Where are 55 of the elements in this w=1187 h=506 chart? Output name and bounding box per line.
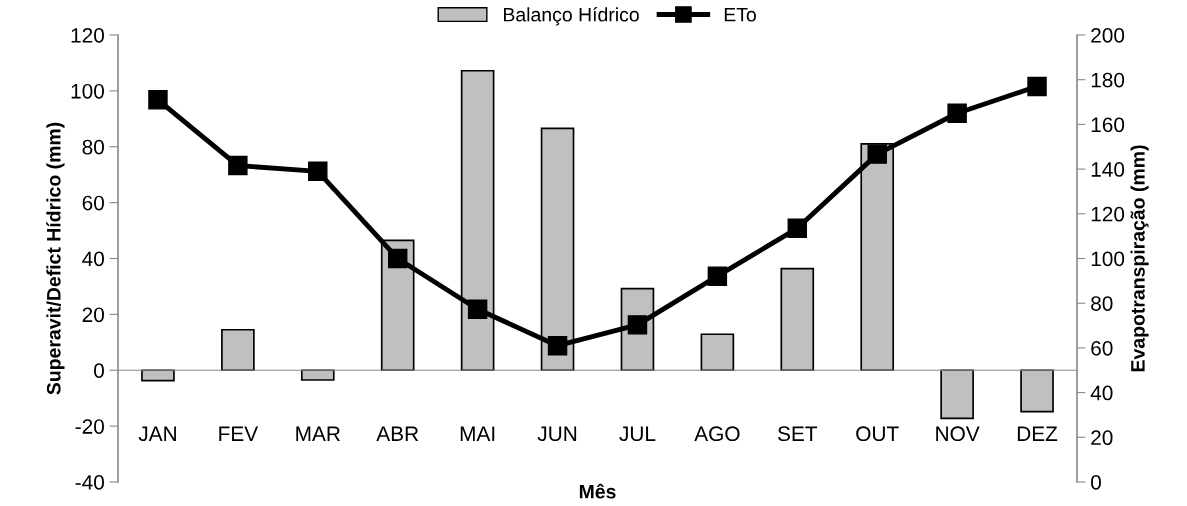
- point: [148, 90, 168, 110]
- point: [1027, 76, 1047, 97]
- y2-tick-label: 40: [1090, 385, 1113, 401]
- x-tick-label: OUT: [856, 426, 899, 442]
- y-tick-label: 0: [94, 363, 104, 378]
- y2-tick-label: 60: [1091, 340, 1113, 356]
- y2-tick-label: 100: [1091, 251, 1125, 267]
- y-tick-label: 60: [82, 195, 104, 211]
- point: [228, 155, 248, 176]
- point: [547, 335, 568, 356]
- x-tick-label: JAN: [138, 426, 176, 442]
- y2-tick-label: 200: [1091, 28, 1125, 43]
- x-tick-label: SET: [777, 426, 818, 442]
- x-tick-label: AGO: [694, 426, 740, 442]
- y-tick-label: 100: [71, 83, 104, 99]
- y2-tick-label: 160: [1091, 117, 1125, 133]
- y2-tick-label: 180: [1091, 72, 1125, 88]
- x-axis-title: Mês: [579, 483, 616, 499]
- legend-label: ETo: [724, 7, 756, 22]
- y2-tick-label: 0: [1091, 475, 1101, 490]
- y2-tick-label: 140: [1091, 162, 1125, 177]
- x-tick-label: JUN: [537, 426, 577, 442]
- y-tick-label: 120: [71, 28, 104, 43]
- x-tick-label: MAI: [460, 426, 495, 441]
- y-tick-label: -40: [75, 475, 104, 490]
- legend-label: Balanço Hídrico: [504, 7, 639, 26]
- bar: [940, 369, 974, 420]
- bar: [1020, 369, 1054, 413]
- y-tick-label: -20: [75, 419, 104, 434]
- point: [867, 144, 887, 164]
- bar: [700, 333, 735, 372]
- x-tick-label: ABR: [376, 426, 419, 441]
- point: [308, 161, 328, 182]
- y-tick-label: 40: [82, 251, 104, 267]
- x-tick-label: MAR: [296, 426, 340, 441]
- y2-tick-label: 120: [1091, 206, 1125, 222]
- y-tick-label: 80: [82, 139, 104, 155]
- point: [947, 103, 967, 123]
- y2-tick-label: 80: [1091, 296, 1113, 311]
- y-axis-title: Superavit/Defict Hídrico (mm): [46, 122, 65, 395]
- x-tick-label: FEV: [219, 426, 259, 441]
- bar: [221, 328, 255, 372]
- y2-axis-title: Evapotranspiração (mm): [1130, 145, 1149, 372]
- x-tick-label: JUL: [619, 426, 656, 442]
- bar: [780, 267, 815, 372]
- point: [787, 218, 808, 239]
- point: [707, 266, 728, 286]
- bar: [141, 369, 175, 382]
- y-tick-label: 20: [82, 307, 104, 323]
- point: [467, 299, 488, 319]
- bar: [300, 369, 335, 381]
- x-tick-label: DEZ: [1017, 426, 1058, 441]
- y2-tick-label: 20: [1091, 430, 1113, 446]
- x-tick-label: NOV: [936, 426, 980, 442]
- point: [387, 248, 408, 269]
